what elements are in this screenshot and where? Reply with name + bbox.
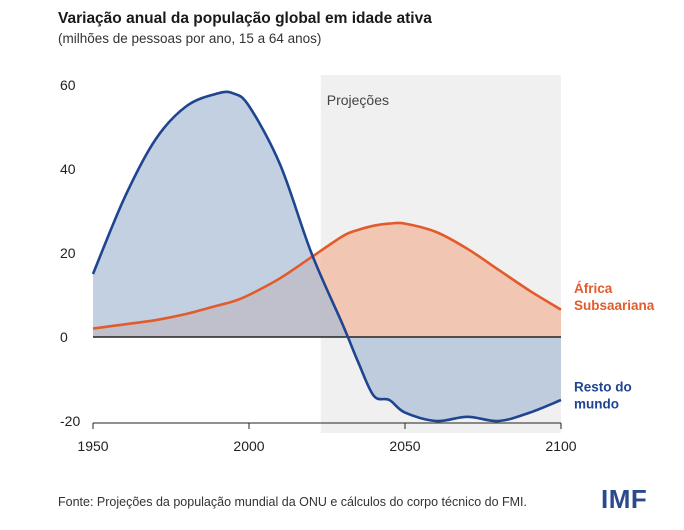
y-tick-label: 20 [60, 245, 76, 261]
rest-area [93, 91, 561, 422]
chart-area: Projeções -20 0 20 40 60 1950 2000 2050 2100 Áf… [60, 75, 655, 454]
x-tick-label: 1950 [77, 438, 108, 454]
x-tick-label: 2000 [233, 438, 264, 454]
source-note: Fonte: Projeções da população mundial da… [58, 495, 528, 509]
y-tick-label: 0 [60, 329, 68, 345]
y-tick-label: 60 [60, 77, 76, 93]
y-tick-label: -20 [60, 413, 80, 429]
chart-subtitle: (milhões de pessoas por ano, 15 a 64 ano… [58, 31, 322, 46]
africa-line [92, 221, 562, 330]
y-tick-label: 40 [60, 161, 76, 177]
rest-line [91, 90, 562, 423]
x-tick-label: 2100 [545, 438, 576, 454]
projection-label: Projeções [327, 92, 389, 108]
africa-series-label: África Subsaariana [574, 281, 655, 313]
rest-series-label: Resto do mundo [574, 380, 632, 412]
chart-title: Variação anual da população global em id… [58, 10, 432, 27]
imf-logo: IMF [601, 484, 648, 514]
x-tick-label: 2050 [389, 438, 420, 454]
